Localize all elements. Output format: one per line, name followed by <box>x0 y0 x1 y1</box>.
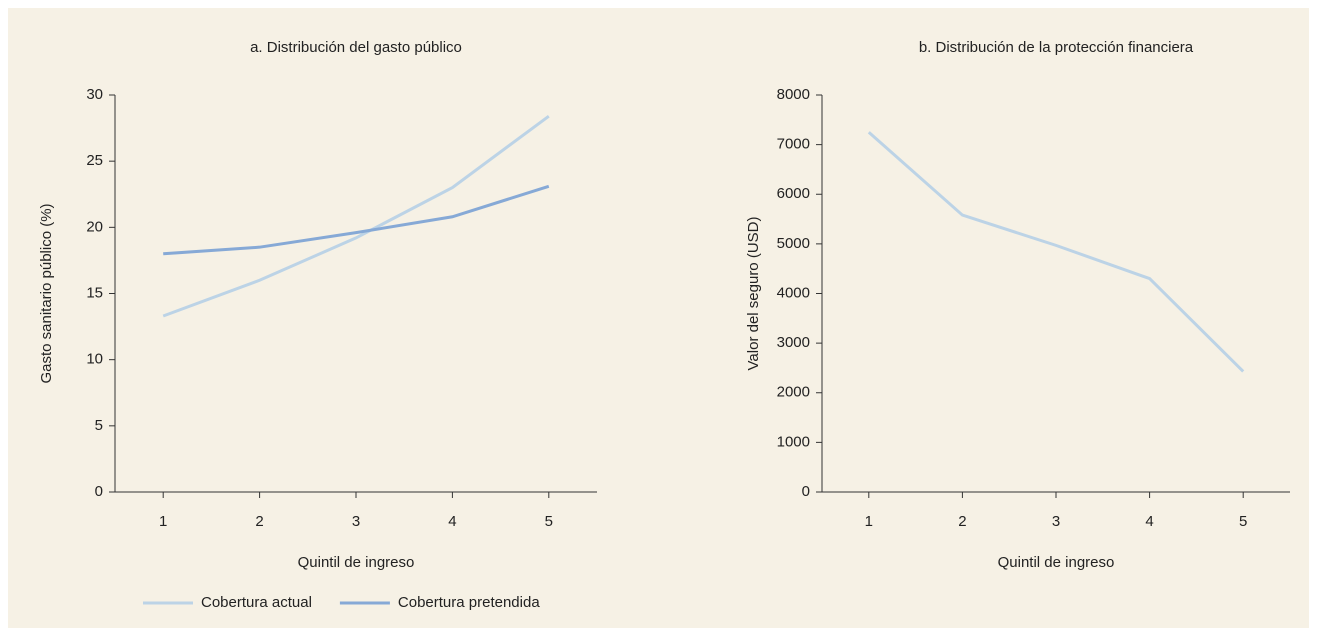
y-tick-label: 5 <box>95 417 103 434</box>
y-tick-label: 6000 <box>777 185 810 202</box>
x-tick-label: 2 <box>255 513 263 530</box>
y-tick-label: 20 <box>86 218 103 235</box>
y-tick-label: 7000 <box>777 136 810 153</box>
y-tick-label: 15 <box>86 284 103 301</box>
y-tick-label: 0 <box>802 483 810 500</box>
x-axis-label: Quintil de ingreso <box>998 554 1115 571</box>
y-tick-label: 10 <box>86 351 103 368</box>
y-tick-label: 25 <box>86 152 103 169</box>
chart-title: b. Distribución de la protección financi… <box>919 39 1194 56</box>
x-tick-label: 3 <box>352 513 360 530</box>
y-axis-label: Gasto sanitario público (%) <box>38 203 55 383</box>
legend-label: Cobertura actual <box>201 594 312 611</box>
y-tick-label: 30 <box>86 86 103 103</box>
y-tick-label: 8000 <box>777 86 810 103</box>
series-line <box>867 131 1245 373</box>
y-tick-label: 4000 <box>777 284 810 301</box>
x-tick-label: 4 <box>448 513 456 530</box>
legend-label: Cobertura pretendida <box>398 594 540 611</box>
y-axis-label: Valor del seguro (USD) <box>745 217 762 371</box>
y-tick-label: 1000 <box>777 433 810 450</box>
series-line <box>163 184 550 256</box>
x-tick-label: 5 <box>545 513 553 530</box>
y-tick-label: 3000 <box>777 334 810 351</box>
x-tick-label: 2 <box>958 513 966 530</box>
x-tick-label: 1 <box>159 513 167 530</box>
y-tick-label: 5000 <box>777 235 810 252</box>
y-tick-label: 2000 <box>777 384 810 401</box>
x-axis-label: Quintil de ingreso <box>298 554 415 571</box>
x-tick-label: 1 <box>865 513 873 530</box>
series-line <box>162 114 550 318</box>
background <box>8 8 1309 628</box>
x-tick-label: 4 <box>1145 513 1153 530</box>
x-tick-label: 3 <box>1052 513 1060 530</box>
y-tick-label: 0 <box>95 483 103 500</box>
chart-title: a. Distribución del gasto público <box>250 39 462 56</box>
x-tick-label: 5 <box>1239 513 1247 530</box>
